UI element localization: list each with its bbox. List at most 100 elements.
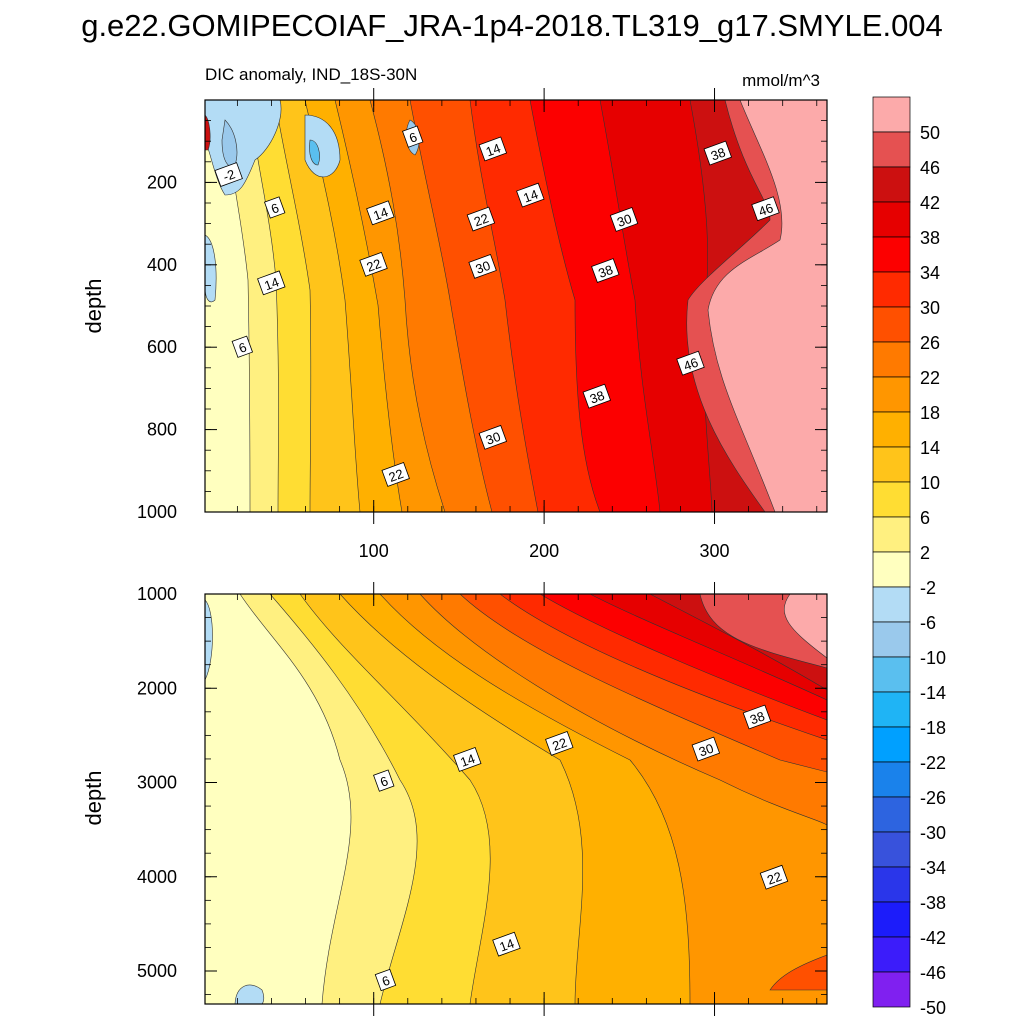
- contour-label-box: [381, 462, 410, 487]
- top-contour-label-4: 14: [516, 182, 545, 208]
- colorbar-swatch-10: [872, 446, 911, 483]
- bottom-axis-ticks: 1000 2000 3000 4000 5000: [137, 582, 827, 1016]
- top-contour-label-13: 14: [257, 270, 286, 296]
- contour-label-box: [373, 769, 395, 792]
- contour-label-text: 38: [709, 145, 728, 164]
- contour-label-box: [478, 136, 508, 162]
- contour-label-text: 38: [748, 708, 767, 727]
- contour-label-text: 14: [371, 204, 390, 223]
- bottom-contour-label-6: 14: [492, 931, 521, 957]
- top-contour-label-6: 14: [366, 200, 395, 226]
- contour-label-text: 6: [407, 129, 419, 146]
- bottom-ytick-label-4: 5000: [137, 961, 177, 981]
- contour-label-text: 14: [262, 274, 281, 293]
- colorbar-swatch-8: [872, 376, 911, 413]
- colorbar-label-14: -6: [920, 613, 936, 633]
- top-xtick-label-2: 300: [700, 541, 730, 561]
- colorbar-swatch-14: [872, 586, 911, 623]
- bottom-contour-label-3: 14: [453, 746, 482, 772]
- top-contour-label-2: 14: [478, 136, 508, 162]
- top-ytick-label-1: 400: [147, 255, 177, 275]
- contour-label-box: [453, 746, 482, 772]
- top-contour-label-9: 46: [751, 196, 780, 222]
- contour-label-box: [402, 125, 424, 148]
- contour-label-text: 22: [365, 256, 384, 275]
- units-label: mmol/m^3: [742, 71, 820, 90]
- colorbar-swatch-1: [872, 131, 911, 168]
- top-contour-labels: 6 -2 14 38 14 6 14 22 30 46 22 30 38 14 6 46 38 30 22: [214, 125, 780, 487]
- colorbar-swatch-2: [872, 166, 911, 203]
- top-contour-label-18: 22: [381, 462, 410, 487]
- colorbar-label-20: -30: [920, 823, 946, 843]
- top-ytick-label-0: 200: [147, 172, 177, 192]
- contour-label-text: 46: [681, 355, 700, 374]
- contour-label-box: [359, 251, 388, 277]
- bot-band-14: [784, 594, 827, 659]
- contour-label-box: [759, 864, 789, 890]
- bottom-ylabel: depth: [81, 770, 106, 825]
- colorbar-label-8: 18: [920, 403, 940, 423]
- contour-label-box: [609, 206, 639, 232]
- colorbar-label-11: 6: [920, 508, 930, 528]
- contour-label-box: [516, 182, 545, 208]
- top-panel-fill: [205, 100, 827, 512]
- contour-label-box: [231, 335, 254, 358]
- colorbar-swatch-13: [872, 551, 911, 588]
- contour-label-text: 22: [472, 210, 491, 229]
- contour-label-box: [263, 196, 286, 219]
- top-ytick-label-3: 800: [147, 420, 177, 440]
- colorbar-label-10: 10: [920, 473, 940, 493]
- colorbar-label-3: 38: [920, 228, 940, 248]
- top-xtick-label-0: 100: [359, 541, 389, 561]
- top-contour-label-10: 22: [359, 251, 388, 277]
- top-contour-label-14: 6: [231, 335, 254, 358]
- bottom-ytick-label-0: 1000: [137, 584, 177, 604]
- contour-label-box: [591, 258, 620, 283]
- colorbar-swatch-6: [872, 306, 911, 343]
- contour-label-text: 38: [588, 388, 607, 407]
- contour-label-text: 22: [550, 735, 569, 754]
- bottom-contour-label-2: 30: [691, 736, 721, 762]
- contour-label-text: 38: [596, 262, 615, 281]
- colorbar-label-2: 42: [920, 193, 940, 213]
- colorbar-label-17: -18: [920, 718, 946, 738]
- colorbar-swatch-5: [872, 271, 911, 308]
- contour-label-box: [366, 200, 395, 226]
- contour-label-text: 6: [380, 973, 392, 990]
- contour-label-box: [676, 350, 705, 376]
- colorbar-swatch-19: [872, 761, 911, 798]
- colorbar-label-9: 14: [920, 438, 940, 458]
- top-contour-label-7: 22: [466, 206, 496, 232]
- contour-label-text: 46: [756, 200, 775, 219]
- bottom-ytick-label-2: 3000: [137, 773, 177, 793]
- colorbar-swatch-18: [872, 726, 911, 763]
- colorbar-swatch-11: [872, 481, 911, 518]
- colorbar-label-4: 34: [920, 263, 940, 283]
- colorbar-swatch-21: [872, 831, 911, 868]
- contour-label-box: [703, 140, 732, 166]
- colorbar-label-0: 50: [920, 123, 940, 143]
- contour-label-text: 30: [697, 740, 716, 759]
- contour-label-text: 14: [521, 187, 540, 206]
- top-contour-label-11: 30: [468, 253, 497, 279]
- top-ytick-label-4: 1000: [137, 502, 177, 522]
- contour-label-box: [257, 270, 286, 296]
- chart-subtitle: DIC anomaly, IND_18S-30N: [205, 65, 417, 84]
- colorbar-label-6: 26: [920, 333, 940, 353]
- colorbar-label-21: -34: [920, 858, 946, 878]
- contour-label-text: 6: [378, 773, 390, 790]
- contour-label-box: [545, 730, 574, 756]
- chart-title: g.e22.GOMIPECOIAF_JRA-1p4-2018.TL319_g17…: [81, 8, 943, 43]
- colorbar-swatch-0: [872, 96, 911, 133]
- top-ylabel: depth: [81, 278, 106, 333]
- colorbar-swatch-24: [872, 936, 911, 973]
- contour-label-box: [214, 162, 243, 187]
- contour-label-text: -2: [221, 166, 237, 184]
- colorbar-label-15: -10: [920, 648, 946, 668]
- contour-label-box: [466, 206, 496, 232]
- colorbar-swatch-15: [872, 621, 911, 658]
- top-contour-label-5: 6: [263, 196, 286, 219]
- colorbar-label-24: -46: [920, 963, 946, 983]
- contour-label-box: [478, 424, 508, 450]
